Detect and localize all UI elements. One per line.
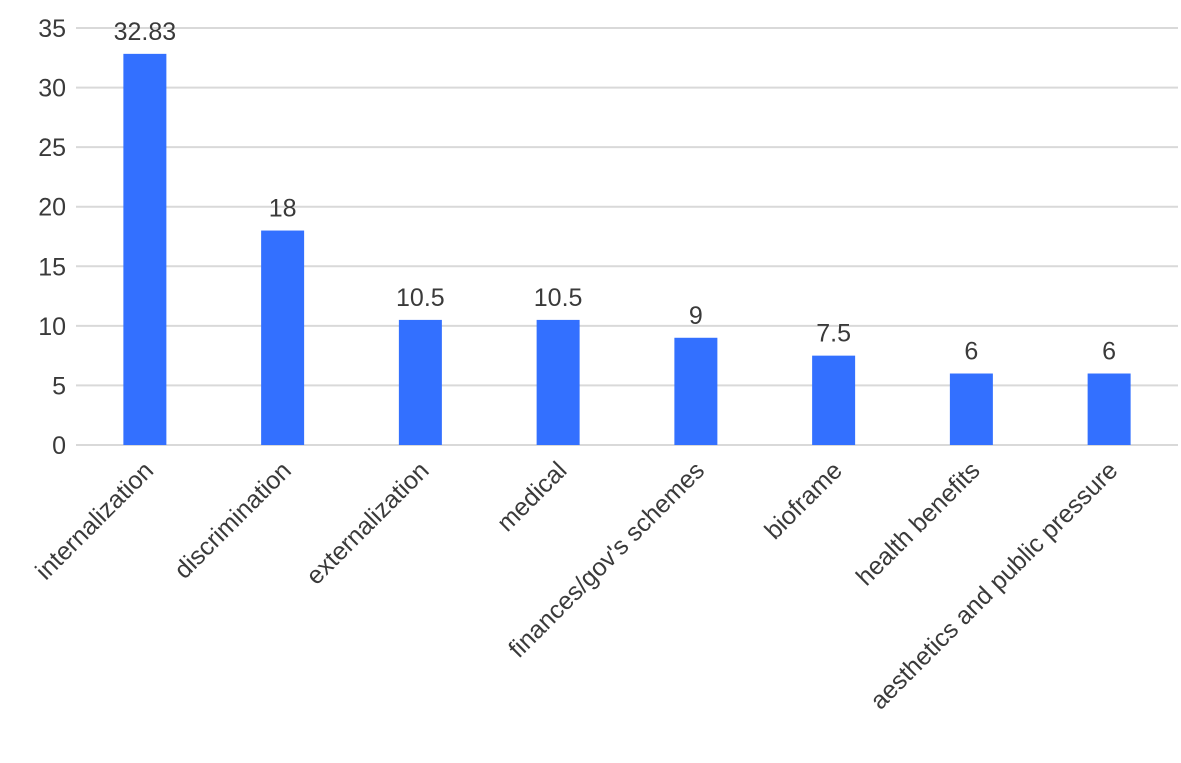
bar xyxy=(812,355,856,445)
category-label: medical xyxy=(492,456,573,537)
bar xyxy=(261,230,305,445)
bar xyxy=(1087,373,1131,445)
data-label: 10.5 xyxy=(396,284,445,312)
bar xyxy=(123,53,167,445)
y-tick-label: 20 xyxy=(38,194,66,222)
x-axis-category-labels: internalization discrimination externaliza… xyxy=(30,456,1123,715)
category-label: internalization xyxy=(30,456,159,585)
bar xyxy=(674,337,718,445)
y-tick-label: 5 xyxy=(52,372,66,400)
y-tick-label: 15 xyxy=(38,253,66,281)
y-tick-label: 25 xyxy=(38,134,66,162)
bars xyxy=(123,53,1131,445)
data-label: 10.5 xyxy=(534,284,583,312)
bar xyxy=(536,319,580,445)
bar xyxy=(398,319,442,445)
gridlines xyxy=(76,27,1178,446)
data-label: 6 xyxy=(964,338,978,366)
category-label: bioframe xyxy=(759,456,848,545)
y-axis-tick-labels: 0 5 10 15 20 25 30 35 xyxy=(38,15,66,460)
data-label: 32.83 xyxy=(114,18,177,46)
category-label: aesthetics and public pressure xyxy=(865,456,1124,715)
category-label: externalization xyxy=(301,456,435,590)
data-label: 9 xyxy=(689,302,703,330)
data-label: 6 xyxy=(1102,338,1116,366)
data-labels: 32.83 18 10.5 10.5 9 7.5 6 6 xyxy=(114,18,1116,366)
category-label: health benefits xyxy=(851,456,986,591)
y-tick-label: 10 xyxy=(38,313,66,341)
y-tick-label: 35 xyxy=(38,15,66,43)
data-label: 18 xyxy=(269,195,297,223)
category-label: discrimination xyxy=(169,456,297,584)
y-tick-label: 0 xyxy=(52,432,66,460)
bar xyxy=(949,373,993,445)
data-label: 7.5 xyxy=(816,320,851,348)
y-tick-label: 30 xyxy=(38,75,66,103)
